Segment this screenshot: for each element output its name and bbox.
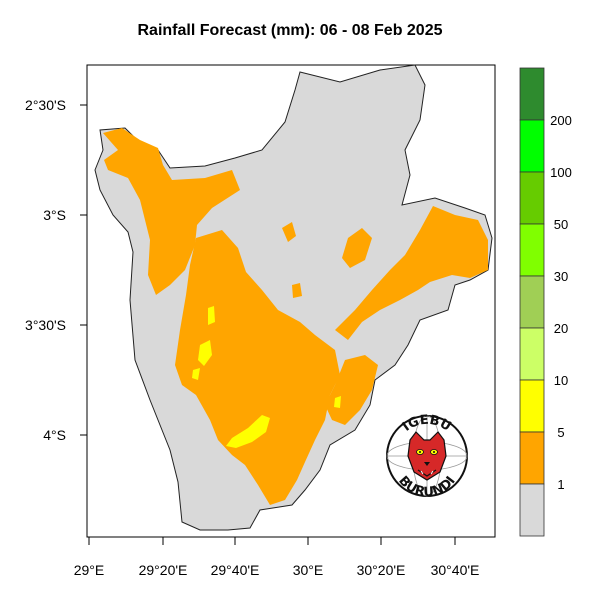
rainfall-1-5mm-zones — [103, 128, 488, 505]
legend-swatch-below-1 — [519, 483, 545, 537]
legend-swatch-100-200 — [519, 119, 545, 173]
legend-label: 100 — [550, 165, 572, 180]
legend-label: 1 — [557, 477, 564, 492]
x-tick-label: 29°E — [74, 562, 105, 578]
x-tick-label: 30°20'E — [357, 562, 406, 578]
legend-label: 10 — [554, 373, 568, 388]
legend-label: 200 — [550, 113, 572, 128]
legend-label: 20 — [554, 321, 568, 336]
igebu-logo: IGEBU BURUNDI — [386, 413, 468, 500]
y-axis — [80, 104, 87, 436]
legend-colorbar — [519, 67, 545, 537]
yellow-zone-east — [334, 396, 341, 408]
legend-label: 50 — [554, 217, 568, 232]
logo-top-text: IGEBU — [400, 413, 454, 435]
x-tick-label: 29°40'E — [211, 562, 260, 578]
legend-swatch-20-30 — [519, 275, 545, 329]
x-tick-label: 29°20'E — [139, 562, 188, 578]
rain-zone-east-band — [335, 206, 488, 340]
rain-zone-north-spot — [282, 222, 296, 242]
y-tick-label: 2°30'S — [25, 97, 66, 113]
legend-swatch-30-50 — [519, 223, 545, 277]
rain-zone-east-spot — [342, 228, 372, 268]
rain-zone-central — [175, 230, 340, 505]
leopard-head-icon — [407, 431, 447, 481]
legend-swatch-200-plus — [519, 67, 545, 121]
rain-zone-northwest — [103, 128, 240, 295]
rainfall-5-10mm-zones — [192, 306, 341, 448]
legend-swatch-5-10 — [519, 379, 545, 433]
legend-swatch-50-100 — [519, 171, 545, 225]
yellow-zone-north — [208, 306, 215, 325]
y-tick-label: 3°S — [43, 207, 66, 223]
rain-zone-central-spot — [292, 283, 302, 298]
yellow-zone-south — [226, 415, 270, 448]
yellow-zone-southwest — [192, 368, 200, 380]
x-tick-label: 30°40'E — [431, 562, 480, 578]
x-axis — [88, 537, 456, 545]
y-tick-label: 4°S — [43, 427, 66, 443]
legend-label: 30 — [554, 269, 568, 284]
legend-swatch-10-20 — [519, 327, 545, 381]
legend-swatch-1-5 — [519, 431, 545, 485]
y-tick-label: 3°30'S — [25, 317, 66, 333]
legend-label: 5 — [557, 425, 564, 440]
x-tick-label: 30°E — [293, 562, 324, 578]
yellow-zone-west — [198, 340, 212, 366]
map-title: Rainfall Forecast (mm): 06 - 08 Feb 2025 — [137, 22, 443, 39]
